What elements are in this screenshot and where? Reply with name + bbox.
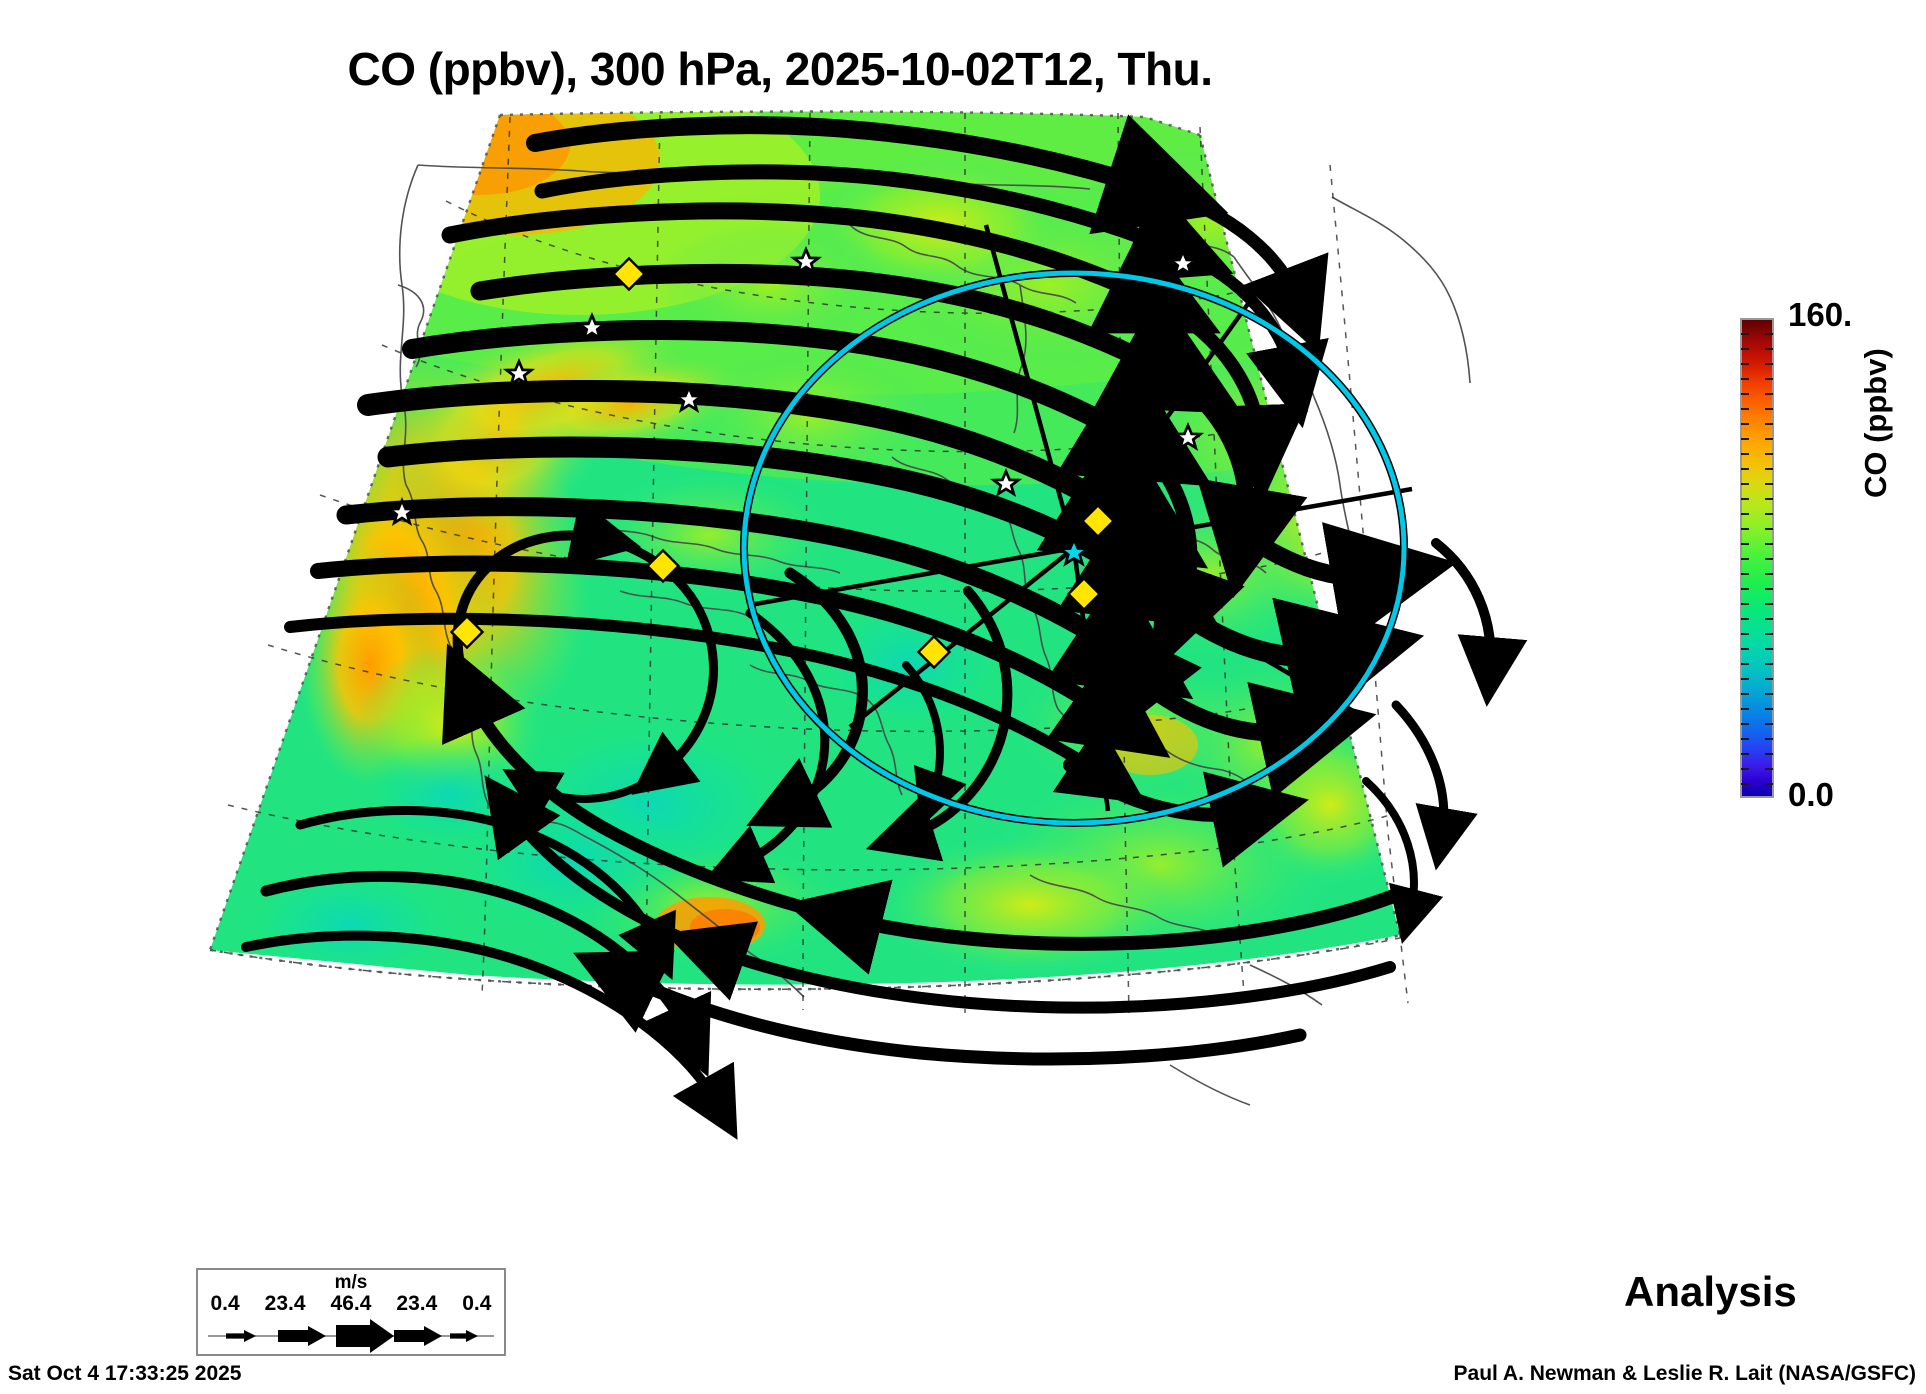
colorbar-tick	[1741, 468, 1749, 470]
flight-radial-tracks	[749, 224, 1413, 812]
colorbar-tick	[1741, 633, 1749, 635]
colorbar-tick	[1741, 693, 1749, 695]
wind-legend-units: m/s	[334, 1272, 368, 1293]
colorbar-tick	[1741, 348, 1749, 350]
colorbar-min-label: 0.0	[1788, 776, 1834, 813]
colorbar-tick	[1741, 678, 1749, 680]
colorbar-tick	[1765, 543, 1773, 545]
wind-speed-legend: m/s 0.4 23.4 46.4 23.4 0.4	[196, 1268, 506, 1356]
colorbar-tick	[1741, 663, 1749, 665]
colorbar-tick	[1765, 708, 1773, 710]
colorbar-tick	[1765, 498, 1773, 500]
colorbar-tick	[1741, 423, 1749, 425]
credit-label: Paul A. Newman & Leslie R. Lait (NASA/GS…	[1453, 1362, 1916, 1385]
colorbar-tick	[1765, 453, 1773, 455]
wind-streamlines	[241, 114, 1528, 1140]
colorbar-axis-label: CO (ppbv)	[1858, 348, 1893, 498]
colorbar-tick	[1741, 558, 1749, 560]
colorbar-tick	[1765, 573, 1773, 575]
colorbar-tick	[1765, 378, 1773, 380]
colorbar-tick	[1765, 618, 1773, 620]
colorbar-tick	[1765, 438, 1773, 440]
colorbar-tick	[1741, 738, 1749, 740]
colorbar: 160. 0.0 CO (ppbv)	[1740, 296, 1926, 818]
colorbar-tick	[1765, 348, 1773, 350]
colorbar-tick	[1765, 423, 1773, 425]
colorbar-tick	[1765, 678, 1773, 680]
colorbar-tick	[1741, 708, 1749, 710]
colorbar-tick	[1741, 333, 1749, 335]
colorbar-tick	[1765, 408, 1773, 410]
colorbar-tick	[1741, 513, 1749, 515]
colorbar-tick	[1765, 723, 1773, 725]
colorbar-tick	[1765, 483, 1773, 485]
colorbar-tick	[1741, 588, 1749, 590]
colorbar-tick	[1741, 483, 1749, 485]
wind-legend-value: 23.4	[396, 1292, 438, 1315]
wind-legend-value: 0.4	[462, 1292, 492, 1315]
colorbar-ticks	[1740, 318, 1774, 798]
colorbar-tick	[1765, 393, 1773, 395]
colorbar-tick	[1765, 468, 1773, 470]
station-markers[interactable]	[385, 246, 1205, 670]
colorbar-tick	[1741, 528, 1749, 530]
wind-legend-value: 0.4	[210, 1292, 240, 1315]
colorbar-tick	[1741, 498, 1749, 500]
wind-legend-arrow-scale	[208, 1319, 494, 1353]
colorbar-tick	[1765, 513, 1773, 515]
marker-cyan-hub-star[interactable]	[1056, 536, 1092, 567]
colorbar-tick	[1741, 378, 1749, 380]
colorbar-tick	[1765, 663, 1773, 665]
colorbar-tick	[1741, 393, 1749, 395]
colorbar-tick	[1765, 738, 1773, 740]
colorbar-tick	[1765, 363, 1773, 365]
page-title: CO (ppbv), 300 hPa, 2025-10-02T12, Thu.	[347, 43, 1213, 95]
colorbar-tick	[1741, 753, 1749, 755]
colorbar-tick	[1765, 588, 1773, 590]
colorbar-tick	[1741, 783, 1749, 785]
flight-range-ring	[740, 269, 1408, 827]
colorbar-tick	[1741, 648, 1749, 650]
colorbar-tick	[1741, 438, 1749, 440]
colorbar-tick	[1741, 408, 1749, 410]
map-figure[interactable]	[150, 105, 1600, 1265]
colorbar-tick	[1765, 333, 1773, 335]
wind-legend-values: 0.4 23.4 46.4 23.4 0.4	[198, 1292, 504, 1316]
colorbar-tick	[1741, 603, 1749, 605]
colorbar-tick	[1765, 783, 1773, 785]
colorbar-tick	[1741, 573, 1749, 575]
colorbar-tick	[1741, 723, 1749, 725]
timestamp-label: Sat Oct 4 17:33:25 2025	[8, 1362, 242, 1385]
colorbar-tick	[1765, 768, 1773, 770]
marker-yellow-diamond[interactable]	[449, 256, 1116, 670]
colorbar-max-label: 160.	[1788, 296, 1853, 333]
colorbar-tick	[1741, 363, 1749, 365]
colorbar-tick	[1741, 618, 1749, 620]
colorbar-tick	[1765, 633, 1773, 635]
colorbar-tick	[1765, 528, 1773, 530]
colorbar-tick	[1765, 558, 1773, 560]
colorbar-tick	[1765, 753, 1773, 755]
colorbar-tick	[1741, 768, 1749, 770]
colorbar-tick	[1765, 648, 1773, 650]
colorbar-tick	[1741, 453, 1749, 455]
colorbar-tick	[1765, 693, 1773, 695]
marker-white-star[interactable]	[385, 246, 1205, 526]
wind-legend-value: 23.4	[264, 1292, 306, 1315]
analysis-label: Analysis	[1624, 1268, 1797, 1315]
colorbar-tick	[1765, 603, 1773, 605]
colorbar-tick	[1741, 543, 1749, 545]
wind-legend-value: 46.4	[330, 1292, 372, 1315]
